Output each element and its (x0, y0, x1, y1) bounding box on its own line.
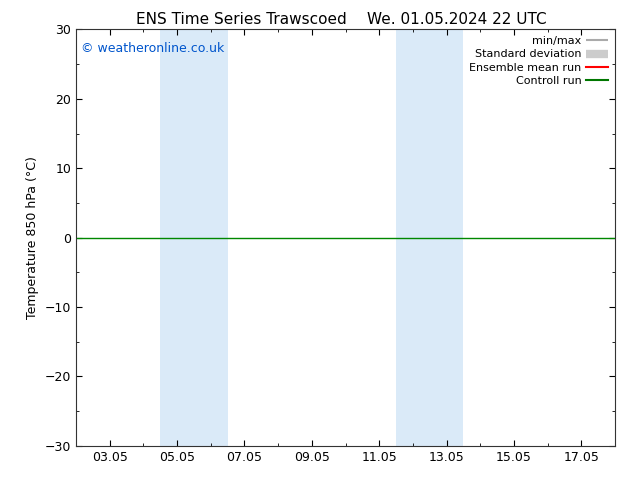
Text: © weatheronline.co.uk: © weatheronline.co.uk (81, 42, 224, 55)
Text: ENS Time Series Trawscoed: ENS Time Series Trawscoed (136, 12, 346, 27)
Bar (160, 29, 228, 446)
Y-axis label: Temperature 850 hPa (°C): Temperature 850 hPa (°C) (26, 156, 39, 319)
Bar (396, 29, 463, 446)
Legend: min/max, Standard deviation, Ensemble mean run, Controll run: min/max, Standard deviation, Ensemble me… (465, 32, 612, 91)
Text: We. 01.05.2024 22 UTC: We. 01.05.2024 22 UTC (366, 12, 547, 27)
